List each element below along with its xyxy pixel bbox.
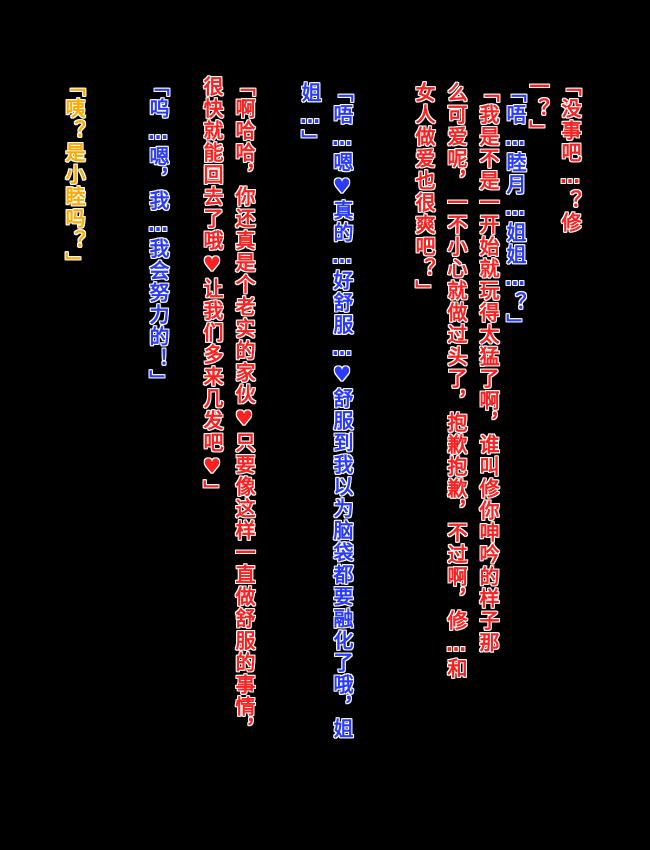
dialogue-line-6: 「呜…嗯，我…我会努力的！」	[146, 76, 171, 393]
dialogue-line-5: 「啊哈哈，你还真是个老实的家伙♥只要像这样一直做舒服的事情， 很快就能回去了哦♥…	[200, 76, 257, 741]
dialogue-line-1: 「没事吧…？修 一？」	[526, 76, 583, 235]
dialogue-line-3: 「我是不是一开始就玩得太猛了啊，谁叫修你呻吟的样子那 么可爱呢，一不小心就做过头…	[412, 82, 501, 681]
dialogue-line-7: 「咦？是小睦吗？」	[62, 76, 87, 275]
dialogue-line-4: 「唔…嗯♥真的…好舒服…♥舒服到我以为脑袋都要融化了哦，姐 姐…」	[298, 82, 355, 741]
dialogue-line-2: 「唔…睦月…姐姐…？」	[503, 82, 528, 337]
